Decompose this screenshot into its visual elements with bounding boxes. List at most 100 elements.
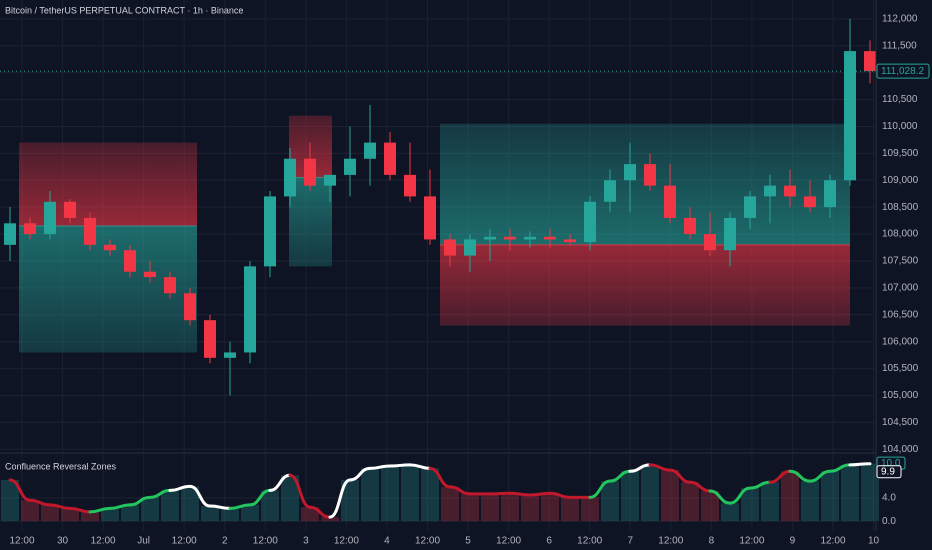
indicator-bar <box>501 493 519 522</box>
zone-lower <box>440 244 850 326</box>
indicator-bar <box>81 511 99 522</box>
y-tick-label: 106,000 <box>882 336 919 347</box>
indicator-bar <box>321 517 339 522</box>
candle-body <box>584 201 596 243</box>
indicator-bar <box>641 464 659 522</box>
candle-body <box>684 217 696 235</box>
indicator-bar <box>421 468 439 522</box>
indicator-line-segment <box>188 484 212 508</box>
indicator-line-segment <box>808 469 832 483</box>
indicator-line-segment <box>348 466 372 482</box>
indicator-bar <box>381 466 399 522</box>
indicator-line-segment <box>668 468 692 484</box>
indicator-bar <box>521 495 539 522</box>
indicator-line-segment <box>208 504 232 510</box>
indicator-bar <box>141 497 159 522</box>
candle-body <box>444 239 456 256</box>
indicator-bar <box>41 504 59 522</box>
candle-body <box>344 158 356 175</box>
x-tick-label: Jul <box>137 536 150 547</box>
indicator-bar <box>201 506 219 522</box>
candle-body <box>504 236 516 240</box>
indicator-line-segment <box>448 485 472 496</box>
y-tick-label: 104,500 <box>882 417 919 428</box>
y-tick-label: 107,000 <box>882 283 919 294</box>
candle-body <box>764 185 776 197</box>
indicator-tick-label: 0.0 <box>882 516 896 527</box>
x-tick-label: 7 <box>627 536 633 547</box>
indicator-line-segment <box>428 466 452 489</box>
indicator-bar <box>821 471 839 522</box>
indicator-bar <box>561 497 579 522</box>
indicator-bar <box>281 475 299 522</box>
chart-title: Bitcoin / TetherUS PERPETUAL CONTRACT · … <box>5 5 243 15</box>
y-tick-label: 106,500 <box>882 309 919 320</box>
candles <box>4 18 876 396</box>
indicator-line-segment <box>48 503 72 510</box>
indicator-line-segment <box>108 503 132 510</box>
x-tick-label: 12:00 <box>739 536 764 547</box>
y-tick-label: 105,000 <box>882 390 919 401</box>
indicator-line-segment <box>288 473 312 509</box>
y-tick-label: 108,500 <box>882 202 919 213</box>
candle-body <box>104 244 116 251</box>
x-tick-label: 12:00 <box>496 536 521 547</box>
indicator-bar <box>741 488 759 522</box>
candle-body <box>604 180 616 202</box>
x-tick-label: 9 <box>790 536 796 547</box>
candle-body <box>644 164 656 186</box>
candle-body <box>544 236 556 240</box>
indicator-bar <box>721 503 739 522</box>
candle-body <box>84 217 96 245</box>
x-tick-label: 12:00 <box>820 536 845 547</box>
x-tick-label: 12:00 <box>253 536 278 547</box>
indicator-line-segment <box>648 463 672 472</box>
indicator-bar <box>181 486 199 522</box>
x-tick-label: 12:00 <box>658 536 683 547</box>
indicator-line-segment <box>688 480 712 493</box>
indicator-line-segment <box>768 469 792 484</box>
indicator-line-segment <box>708 489 732 505</box>
y-tick-label: 110,500 <box>882 94 918 105</box>
x-tick-label: 12:00 <box>9 536 34 547</box>
candle-body <box>844 51 856 181</box>
indicator-bar <box>581 497 599 522</box>
indicator-bar <box>841 464 859 522</box>
indicator-bar <box>761 482 779 522</box>
candle-body <box>724 217 736 251</box>
candle-body <box>524 236 536 240</box>
indicator-line-segment <box>848 462 872 467</box>
indicator-bar <box>221 508 239 522</box>
indicator-bar <box>661 470 679 522</box>
x-tick-label: 12:00 <box>577 536 602 547</box>
candle-body <box>164 277 176 294</box>
indicator-bar <box>101 508 119 522</box>
indicator-line-segment <box>608 469 632 483</box>
indicator-bar <box>241 504 259 522</box>
x-tick-label: 12:00 <box>415 536 440 547</box>
indicator-title: Confluence Reversal Zones <box>5 461 117 471</box>
indicator-line-segment <box>128 495 152 507</box>
indicator-line-segment <box>408 463 432 470</box>
x-tick-label: 5 <box>465 536 471 547</box>
indicator-bar <box>441 486 459 522</box>
indicator-pane: 0.0 4.0 10.09.9 <box>0 456 906 527</box>
indicator-line-segment <box>168 484 192 492</box>
y-tick-label: 110,000 <box>882 121 918 132</box>
y-tick-label: 107,500 <box>882 256 919 267</box>
indicator-line-segment <box>828 463 852 473</box>
candle-body <box>664 185 676 218</box>
candle-body <box>204 320 216 358</box>
y-tick-label: 111,500 <box>882 40 917 51</box>
indicator-bar <box>1 479 19 522</box>
last-price-label: 111,028.2 <box>881 66 924 77</box>
candle-body <box>144 271 156 278</box>
candle-body <box>364 142 376 159</box>
candle-body <box>624 164 636 181</box>
indicator-bar <box>401 464 419 522</box>
candle-body <box>384 142 396 175</box>
axes: 104,000 104,500 105,000 105,500 106,000 106,5… <box>0 13 930 547</box>
indicator-line-segment <box>548 491 572 499</box>
